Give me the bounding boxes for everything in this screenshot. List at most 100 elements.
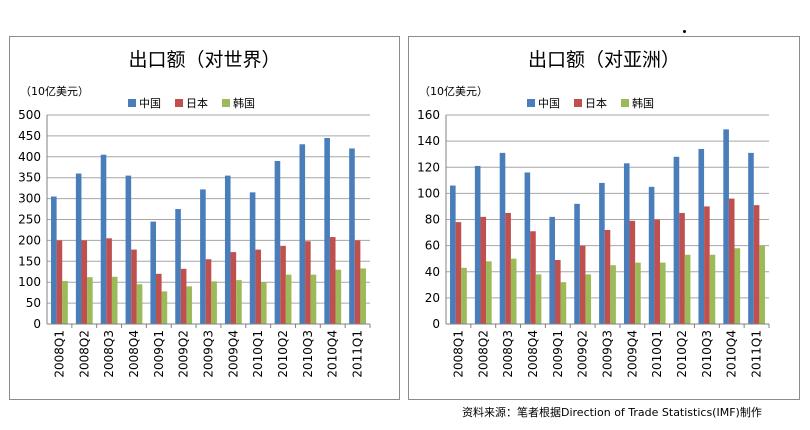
bar-japan: [455, 222, 462, 324]
bar-japan: [56, 240, 63, 324]
chart-panel-world: 出口额（对世界） （10亿美元） 中国 日本 韩国 0 50 100 150 200 25…: [9, 36, 400, 400]
x-tick-label: 2008Q2: [476, 330, 490, 378]
bar-japan: [530, 231, 536, 324]
x-tick-label: 2011Q1: [750, 330, 764, 378]
bar-china: [249, 192, 256, 324]
bar-japan: [579, 245, 586, 324]
x-tick-label: 2008Q1: [52, 330, 66, 378]
y-tick-label: 80: [425, 213, 440, 227]
chart-title: 出口额（对世界）: [128, 49, 281, 71]
x-tick-label: 2011Q1: [351, 330, 365, 378]
chart-title: 出口额（对亚洲）: [527, 49, 680, 71]
x-tick-label: 2008Q1: [451, 330, 465, 378]
bar-korea: [585, 274, 592, 324]
bar-korea: [186, 286, 193, 324]
bar-japan: [629, 220, 636, 324]
y-tick-label: 200: [18, 233, 41, 247]
legend-item-japan: 日本: [175, 95, 208, 111]
legend-label: 日本: [186, 97, 208, 110]
y-tick-label: 140: [417, 134, 440, 148]
legend-label: 日本: [585, 97, 607, 110]
x-tick-label: 2010Q1: [251, 330, 265, 378]
y-tick-label: 450: [18, 129, 41, 143]
bar-china: [599, 182, 605, 324]
bar-china: [175, 209, 181, 324]
bar-korea: [161, 291, 168, 324]
bar-japan: [654, 219, 660, 324]
bar-japan: [753, 205, 760, 324]
bar-japan: [81, 240, 88, 324]
bar-china: [499, 152, 506, 324]
x-tick-label: 2008Q2: [77, 330, 91, 378]
bar-korea: [285, 274, 292, 324]
bar-japan: [280, 245, 286, 324]
legend-swatch: [128, 99, 136, 107]
bar-china: [51, 196, 57, 324]
x-tick-label: 2010Q1: [650, 330, 664, 378]
bar-japan: [354, 240, 361, 324]
bar-korea: [260, 282, 267, 324]
bar-china: [299, 144, 306, 324]
bar-china: [673, 156, 680, 324]
y-tick-label: 0: [33, 317, 41, 331]
legend-swatch: [527, 99, 535, 107]
unit-label: （10亿美元）: [20, 85, 89, 98]
bar-china: [524, 172, 531, 324]
legend-item-korea: 韩国: [222, 95, 255, 111]
bar-japan: [205, 259, 212, 324]
bar-korea: [709, 254, 716, 324]
bar-korea: [734, 248, 741, 324]
bar-japan: [704, 206, 710, 324]
bar-china: [75, 173, 82, 324]
x-tick-label: 2010Q2: [675, 330, 689, 378]
legend: 中国 日本 韩国: [527, 95, 654, 111]
bar-korea: [684, 254, 691, 324]
bar-china: [349, 148, 355, 324]
x-tick-label: 2010Q3: [700, 330, 714, 378]
bar-japan: [728, 198, 735, 324]
unit-label: （10亿美元）: [419, 85, 488, 98]
bar-japan: [255, 249, 261, 324]
y-tick-label: 150: [18, 254, 41, 268]
y-tick-label: 400: [18, 150, 41, 164]
x-tick-label: 2008Q4: [526, 330, 540, 378]
bar-china: [100, 154, 107, 324]
bar-japan: [106, 238, 112, 324]
legend-label: 中国: [139, 97, 161, 110]
bar-china: [723, 129, 729, 324]
bar-korea: [310, 274, 317, 324]
bar-china: [748, 152, 754, 324]
y-tick-label: 60: [425, 239, 440, 253]
bar-korea: [635, 262, 641, 324]
chart-panel-asia: 出口额（对亚洲） （10亿美元） 中国 日本 韩国 0 20 40 60 80 100 12…: [408, 36, 800, 400]
bar-china: [574, 203, 580, 324]
x-tick-label: 2010Q4: [725, 330, 739, 378]
bar-japan: [679, 212, 685, 324]
bar-japan: [156, 273, 162, 324]
bar-china: [648, 186, 655, 324]
bar-china: [200, 189, 206, 324]
bar-japan: [180, 268, 187, 324]
x-tick-label: 2008Q3: [102, 330, 116, 378]
x-tick-label: 2010Q4: [326, 330, 340, 378]
x-tick-label: 2008Q3: [501, 330, 515, 378]
bar-korea: [535, 274, 542, 324]
legend-swatch: [175, 99, 183, 107]
legend-swatch: [222, 99, 230, 107]
y-tick-label: 250: [18, 213, 41, 227]
x-tick-label: 2009Q3: [202, 330, 216, 378]
stray-dot: [683, 30, 686, 33]
source-note: 资料来源：笔者根据Direction of Trade Statistics(I…: [462, 406, 762, 419]
bar-japan: [505, 212, 511, 324]
bar-china: [474, 165, 481, 324]
bar-japan: [604, 229, 611, 324]
bar-japan: [329, 237, 336, 324]
bar-china: [224, 175, 231, 324]
bar-japan: [305, 241, 311, 324]
bar-japan: [480, 216, 487, 324]
x-tick-label: 2009Q4: [625, 330, 639, 378]
x-tick-label: 2008Q4: [127, 330, 141, 378]
bar-china: [623, 163, 630, 324]
y-tick-label: 40: [425, 265, 440, 279]
x-tick-label: 2010Q2: [276, 330, 290, 378]
